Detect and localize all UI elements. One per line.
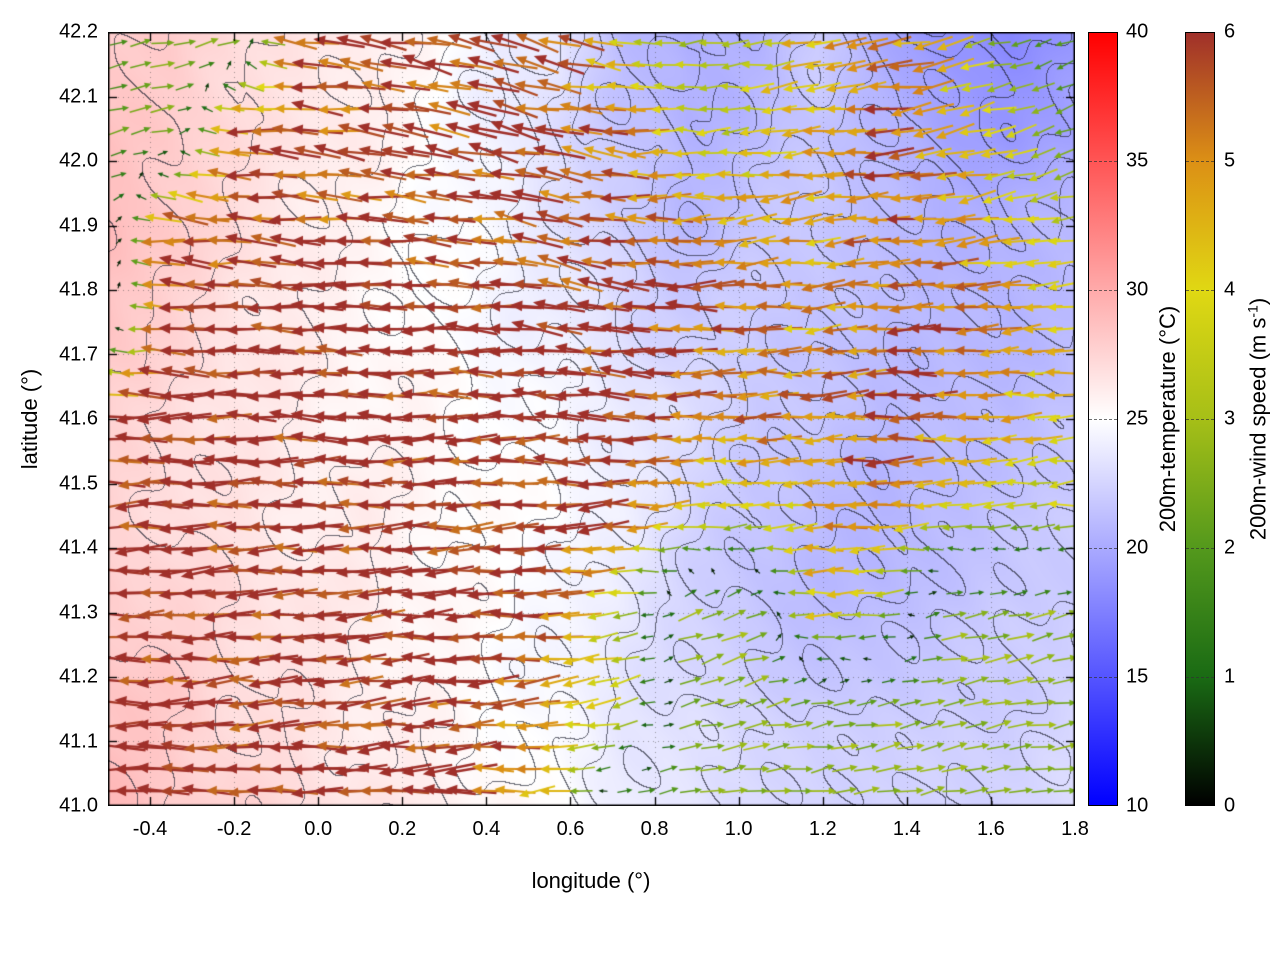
x-tick-label: 0.0 — [304, 818, 333, 840]
wind-colorbar-gridline — [1186, 548, 1214, 549]
x-tick-label: 1.0 — [724, 818, 753, 840]
x-tick-label: 0.2 — [388, 818, 417, 840]
x-tick-label: 1.4 — [892, 818, 921, 840]
wind-colorbar-tick-label: 2 — [1224, 536, 1236, 559]
y-tick-label: 41.4 — [59, 536, 98, 559]
wind-colorbar-tick-label: 3 — [1224, 407, 1236, 430]
temp-colorbar-gridline — [1089, 677, 1117, 678]
wind-speed-colorbar-label: 200m-wind speed (m s-1) — [1244, 298, 1271, 540]
temp-colorbar-tick-label: 20 — [1126, 536, 1149, 559]
temp-colorbar-tick-label: 40 — [1126, 20, 1149, 43]
temp-colorbar-tick-label: 25 — [1126, 407, 1149, 430]
x-tick-label: -0.4 — [132, 818, 168, 840]
x-tick-label: 0.8 — [640, 818, 669, 840]
y-tick-label: 41.2 — [59, 665, 98, 688]
temp-colorbar-gridline — [1089, 290, 1117, 291]
y-tick-label: 41.1 — [59, 730, 98, 752]
x-tick-label: 1.6 — [977, 818, 1005, 840]
y-tick-label: 41.6 — [59, 407, 98, 430]
temp-colorbar-tick-label: 35 — [1126, 149, 1149, 172]
x-tick-label: -0.2 — [216, 818, 252, 840]
y-tick-label: 41.9 — [59, 214, 98, 236]
x-tick-label: 1.8 — [1061, 818, 1089, 840]
temp-colorbar-gridline — [1089, 419, 1117, 420]
wind-colorbar-tick-label: 6 — [1224, 20, 1236, 43]
wind-colorbar-gridline — [1186, 677, 1214, 678]
y-tick-label: 41.5 — [59, 472, 98, 494]
x-tick-label: 0.4 — [472, 818, 501, 840]
temp-colorbar-tick-label: 15 — [1126, 665, 1149, 688]
y-tick-label: 41.8 — [59, 278, 98, 301]
wind-colorbar-label-superscript: -1 — [1244, 305, 1261, 318]
wind-colorbar-gridline — [1186, 161, 1214, 162]
wind-colorbar-tick-label: 4 — [1224, 278, 1236, 301]
wind-colorbar-label-close: ) — [1245, 297, 1271, 306]
x-tick-label: 0.6 — [556, 818, 585, 840]
y-tick-label: 41.3 — [59, 601, 98, 623]
wind-colorbar-label-text: 200m-wind speed (m s — [1245, 317, 1271, 541]
temp-colorbar-gridline — [1089, 548, 1117, 549]
y-tick-label: 42.2 — [59, 20, 98, 43]
temperature-colorbar-label: 200m-temperature (°C) — [1155, 305, 1180, 533]
temp-colorbar-gridline — [1089, 161, 1117, 162]
y-tick-label: 41.7 — [59, 343, 98, 365]
wind-colorbar-gridline — [1186, 419, 1214, 420]
x-axis-label: longitude (°) — [531, 868, 651, 893]
wind-colorbar-gridline — [1186, 290, 1214, 291]
plot-canvas — [108, 32, 1075, 806]
y-tick-label: 42.1 — [59, 85, 98, 107]
y-tick-label: 42.0 — [59, 149, 98, 172]
y-tick-label: 41.0 — [59, 794, 98, 817]
wind-colorbar-tick-label: 1 — [1224, 665, 1236, 688]
temp-colorbar-tick-label: 30 — [1126, 278, 1149, 301]
wind-colorbar-tick-label: 5 — [1224, 149, 1236, 172]
temp-colorbar-tick-label: 10 — [1126, 794, 1149, 817]
wind-colorbar-tick-label: 0 — [1224, 794, 1236, 817]
x-tick-label: 1.2 — [808, 818, 837, 840]
